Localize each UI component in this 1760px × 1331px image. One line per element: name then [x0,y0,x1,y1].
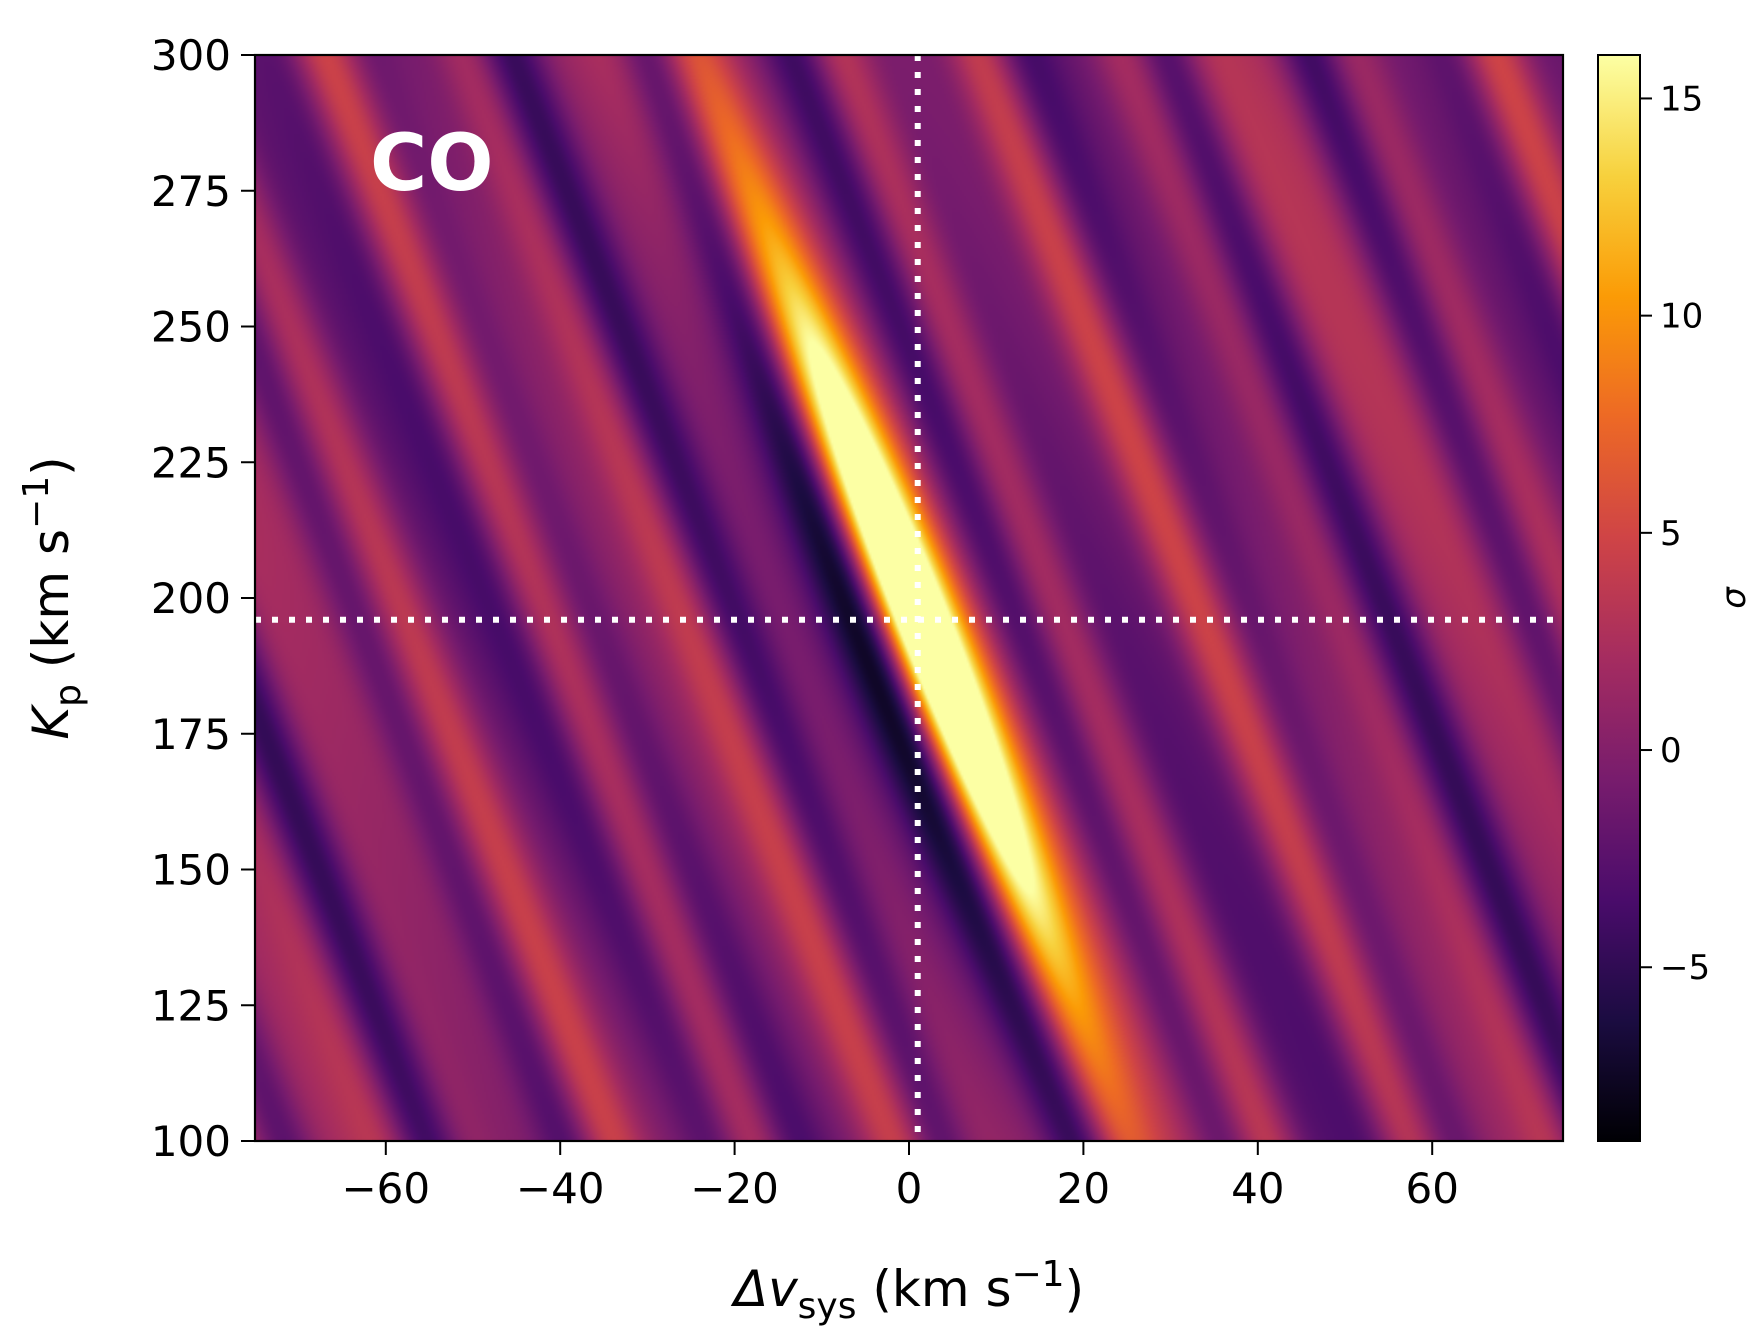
x-axis: −60 −40 −20 0 20 40 60 [341,1141,1459,1213]
colorbar-gradient [1597,54,1641,1142]
x-label-unit: (km s [857,1260,1012,1318]
y-tick-label: 200 [151,574,231,623]
heatmap-area [255,55,1563,1141]
x-tick-label: 20 [1057,1164,1110,1213]
y-label-close: ) [22,456,80,476]
colorbar-tick-label: −5 [1660,948,1710,988]
x-tick-label: −60 [341,1164,430,1213]
colorbar: −5 0 5 10 15 σ [1597,54,1754,1142]
x-tick-label: 60 [1405,1164,1458,1213]
y-axis-label: Kp (km s−1) [16,456,89,739]
y-tick-label: 150 [151,846,231,895]
y-tick-label: 250 [151,303,231,352]
y-tick-label: 100 [151,1117,231,1166]
heatmap-canvas [255,55,1563,1141]
y-tick-label: 275 [151,167,231,216]
x-tick-label: −20 [690,1164,779,1213]
x-tick-label: 40 [1231,1164,1284,1213]
x-label-base: Δv [730,1260,799,1318]
y-label-base: K [22,703,80,740]
colorbar-ticks: −5 0 5 10 15 [1640,79,1710,988]
colorbar-tick-label: 10 [1660,297,1703,337]
x-tick-label: −40 [516,1164,605,1213]
y-label-sup: −1 [16,476,57,529]
y-tick-label: 300 [151,31,231,80]
x-label-sup: −1 [1012,1254,1065,1295]
y-axis: 100 125 150 175 200 225 250 275 300 [151,31,255,1166]
y-tick-label: 125 [151,981,231,1030]
x-label-sub: sys [798,1286,857,1327]
colorbar-tick-label: 0 [1660,731,1682,771]
colorbar-label: σ [1714,586,1754,609]
y-label-sub: p [48,684,89,707]
colorbar-tick-label: 5 [1660,514,1682,554]
y-label-unit: (km s [22,529,80,684]
x-axis-label: Δvsys (km s−1) [730,1254,1084,1327]
x-label-close: ) [1065,1260,1085,1318]
reference-lines [255,55,1563,1141]
y-tick-label: 175 [151,710,231,759]
x-tick-label: 0 [896,1164,923,1213]
colorbar-tick-label: 15 [1660,79,1703,119]
species-annotation: CO [370,119,494,209]
y-tick-label: 225 [151,438,231,487]
